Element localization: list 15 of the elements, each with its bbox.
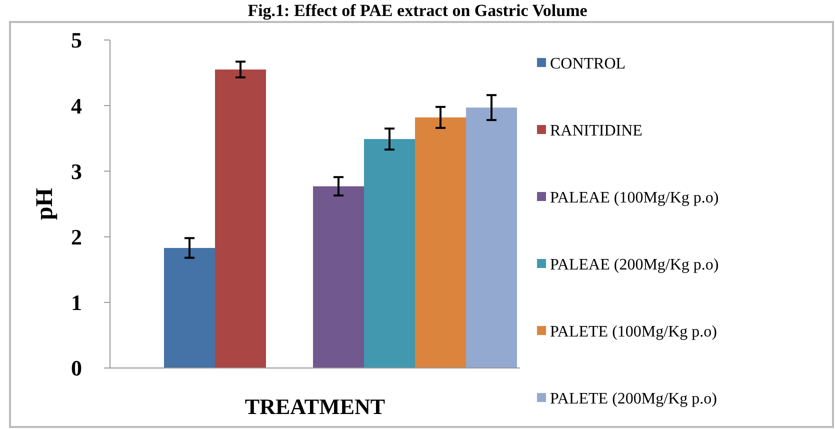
y-tick-label: 3 (71, 158, 82, 184)
legend-label: PALEAE (100Mg/Kg p.o) (550, 190, 719, 207)
legend-label: PALETE (200Mg/Kg p.o) (550, 390, 717, 408)
y-tick-label: 4 (71, 93, 82, 118)
y-tick-label: 1 (71, 290, 82, 316)
legend-label: RANITIDINE (550, 122, 642, 140)
y-axis-title: pH (32, 188, 58, 220)
x-axis-title: TREATMENT (244, 394, 386, 419)
y-tick-label: 0 (71, 356, 82, 381)
legend-label: PALEAE (200Mg/Kg p.o) (550, 256, 719, 274)
y-tick-label: 5 (71, 28, 82, 53)
y-tick-label: 2 (71, 224, 82, 250)
chart-title: Fig.1: Effect of PAE extract on Gastric Volume (248, 1, 588, 20)
legend-label: CONTROL (550, 56, 626, 73)
legend-label: PALETE (100Mg/Kg p.o) (550, 324, 717, 341)
